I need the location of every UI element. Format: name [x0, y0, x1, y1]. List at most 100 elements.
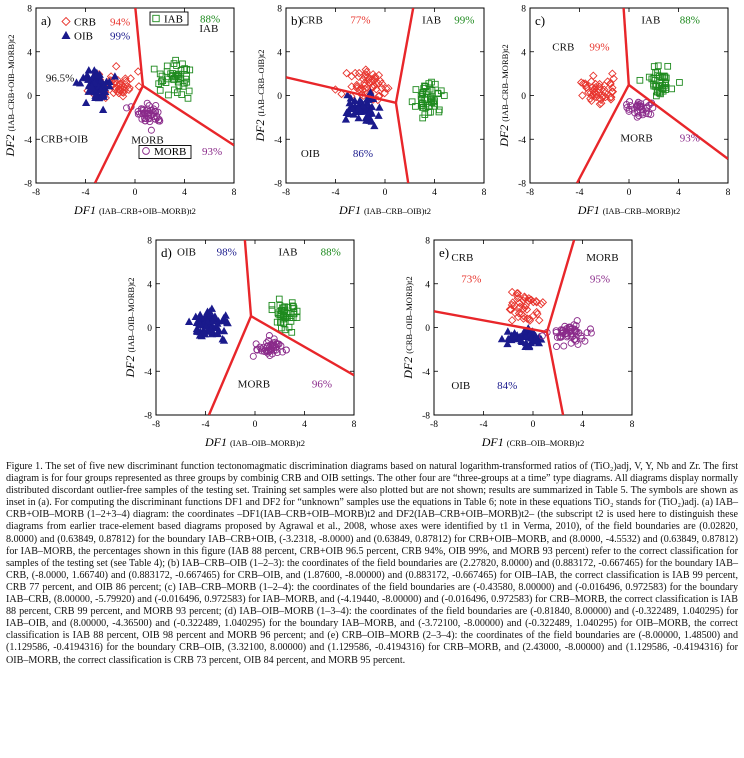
data-point	[354, 68, 364, 78]
data-point	[432, 80, 439, 88]
field-label: 96%	[312, 379, 332, 391]
data-point	[172, 56, 179, 64]
data-point	[116, 86, 125, 96]
data-point	[513, 289, 523, 298]
data-point	[507, 300, 517, 310]
data-point	[253, 346, 261, 354]
field-label: 77%	[350, 14, 370, 26]
y-tick-label: -4	[518, 136, 526, 146]
data-point	[428, 87, 436, 94]
data-point	[367, 117, 376, 125]
data-point	[82, 73, 91, 82]
data-point	[510, 301, 519, 310]
data-point	[606, 79, 615, 88]
data-point	[577, 78, 586, 87]
x-tick-label: 8	[352, 420, 357, 430]
data-point	[219, 326, 229, 335]
data-point	[366, 106, 375, 115]
data-point	[651, 77, 659, 84]
x-tick-label: -8	[430, 420, 438, 430]
data-point	[408, 98, 416, 106]
data-point	[360, 84, 370, 94]
data-point	[436, 106, 443, 114]
data-point	[638, 106, 646, 114]
y-tick-label: 0	[27, 92, 32, 102]
y-tick-label: 4	[147, 280, 152, 290]
data-point	[219, 336, 229, 344]
data-point	[538, 332, 546, 340]
data-point	[186, 66, 194, 74]
field-boundary	[93, 85, 144, 183]
figure-caption: Figure 1. The set of five new discrimina…	[6, 461, 738, 667]
data-point	[144, 112, 152, 120]
data-point	[594, 84, 604, 94]
data-point	[381, 84, 391, 93]
data-point	[145, 102, 153, 110]
field-boundary	[207, 315, 253, 415]
data-point	[653, 81, 660, 89]
field-boundary	[628, 83, 728, 160]
data-point	[520, 293, 529, 303]
data-point	[221, 311, 230, 319]
x-tick-label: 0	[531, 420, 536, 430]
data-point	[109, 88, 118, 98]
data-point	[279, 315, 287, 323]
data-point	[126, 74, 135, 83]
data-point	[608, 69, 617, 78]
data-point	[362, 67, 371, 77]
data-point	[587, 96, 596, 106]
data-point	[174, 78, 182, 86]
data-point	[584, 88, 593, 97]
data-point	[281, 326, 289, 334]
y-tick-label: -8	[144, 412, 152, 422]
data-point	[367, 75, 377, 84]
field-label: 84%	[497, 380, 517, 392]
field-label: MORB	[131, 135, 163, 147]
data-point	[642, 109, 650, 117]
field-boundary	[394, 102, 410, 183]
data-point	[337, 89, 346, 99]
data-point	[384, 83, 393, 93]
data-point	[118, 92, 128, 101]
data-point	[91, 91, 100, 99]
data-point	[99, 105, 108, 113]
data-point	[342, 68, 351, 78]
data-point	[504, 334, 513, 343]
legend-label: OIB	[74, 31, 93, 43]
data-point	[90, 78, 99, 86]
data-point	[343, 90, 352, 99]
data-point	[418, 100, 425, 108]
legend-percent: 99%	[110, 31, 130, 43]
field-label: 88%	[321, 246, 341, 258]
data-point	[123, 104, 131, 112]
data-point	[170, 60, 178, 67]
field-label: 98%	[217, 246, 237, 258]
field-label: 99%	[589, 42, 609, 54]
data-point	[156, 70, 164, 78]
data-point	[347, 72, 356, 81]
legend-box	[138, 145, 192, 159]
data-point	[360, 78, 369, 88]
y-tick-label: 8	[521, 5, 526, 15]
data-point	[352, 82, 362, 91]
data-point	[520, 292, 529, 301]
data-point	[153, 114, 161, 122]
data-point	[519, 314, 528, 323]
field-boundary	[134, 8, 145, 87]
data-point	[588, 86, 598, 95]
data-point	[507, 287, 517, 297]
data-point	[664, 62, 672, 70]
data-point	[290, 310, 298, 318]
data-point	[141, 117, 149, 125]
data-point	[412, 86, 420, 93]
field-label: OIB	[301, 148, 320, 160]
data-point	[156, 87, 164, 94]
x-axis-label: DF1 (IAB–CRB–MORB)t2	[577, 203, 680, 217]
y-axis-label: DF2 (CRB–OIB–MORB)t2	[401, 276, 415, 379]
data-point	[122, 77, 131, 87]
data-point	[345, 98, 354, 107]
x-tick-label: -8	[32, 188, 40, 198]
data-point	[150, 105, 158, 113]
x-tick-label: 4	[580, 420, 585, 430]
x-tick-label: -4	[332, 188, 340, 198]
